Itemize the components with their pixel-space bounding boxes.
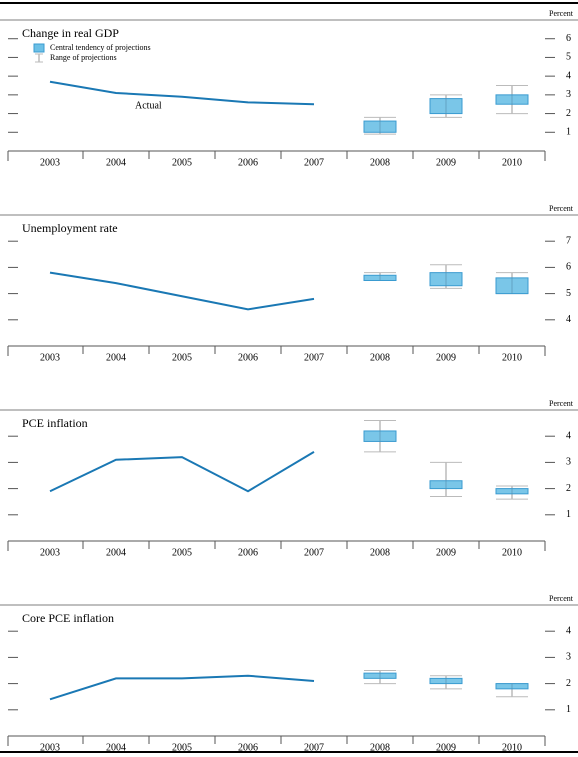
legend-label: Range of projections	[50, 53, 117, 62]
y-tick-label: 1	[566, 509, 571, 520]
x-tick-label: 2004	[106, 352, 126, 363]
panel-title: Unemployment rate	[22, 221, 118, 235]
x-tick-label: 2003	[40, 352, 60, 363]
x-tick-label: 2009	[436, 547, 456, 558]
y-tick-label: 2	[566, 108, 571, 119]
legend-label: Central tendency of projections	[50, 43, 151, 52]
x-tick-label: 2005	[172, 157, 192, 168]
y-tick-label: 1	[566, 704, 571, 715]
actual-line	[49, 271, 315, 311]
actual-line	[49, 80, 315, 106]
y-tick-label: 6	[566, 262, 571, 273]
y-tick-label: 3	[566, 457, 571, 468]
x-tick-label: 2004	[106, 742, 126, 753]
y-tick-label: 4	[566, 625, 571, 636]
x-tick-label: 2008	[370, 742, 390, 753]
annotation: Actual	[135, 100, 162, 111]
y-tick-label: 1	[566, 127, 571, 138]
x-tick-label: 2007	[304, 742, 324, 753]
y-tick-label: 4	[566, 70, 571, 81]
y-tick-label: 7	[566, 235, 571, 246]
x-tick-label: 2003	[40, 547, 60, 558]
y-tick-label: 5	[566, 52, 571, 63]
y-tick-label: 2	[566, 678, 571, 689]
x-tick-label: 2004	[106, 157, 126, 168]
y-axis-unit: Percent	[549, 9, 574, 18]
x-tick-label: 2009	[436, 352, 456, 363]
y-tick-label: 3	[566, 652, 571, 663]
panel-title: PCE inflation	[22, 416, 88, 430]
x-tick-label: 2005	[172, 352, 192, 363]
y-tick-label: 3	[566, 89, 571, 100]
y-tick-label: 6	[566, 33, 571, 44]
x-tick-label: 2006	[238, 352, 258, 363]
x-tick-label: 2008	[370, 157, 390, 168]
x-tick-label: 2007	[304, 352, 324, 363]
actual-line	[49, 674, 315, 701]
x-tick-label: 2008	[370, 352, 390, 363]
x-tick-label: 2005	[172, 547, 192, 558]
x-tick-label: 2010	[502, 157, 522, 168]
x-tick-label: 2006	[238, 157, 258, 168]
y-axis-unit: Percent	[549, 204, 574, 213]
x-tick-label: 2004	[106, 547, 126, 558]
panel-title: Change in real GDP	[22, 26, 119, 40]
actual-line	[49, 451, 315, 493]
x-tick-label: 2010	[502, 547, 522, 558]
y-tick-label: 4	[566, 314, 571, 325]
x-tick-label: 2006	[238, 742, 258, 753]
x-tick-label: 2009	[436, 157, 456, 168]
y-tick-label: 5	[566, 288, 571, 299]
panel-title: Core PCE inflation	[22, 611, 114, 625]
x-tick-label: 2010	[502, 742, 522, 753]
x-tick-label: 2010	[502, 352, 522, 363]
x-tick-label: 2005	[172, 742, 192, 753]
x-tick-label: 2007	[304, 157, 324, 168]
legend-swatch	[33, 43, 45, 53]
x-tick-label: 2003	[40, 157, 60, 168]
x-tick-label: 2007	[304, 547, 324, 558]
y-axis-unit: Percent	[549, 594, 574, 603]
x-tick-label: 2003	[40, 742, 60, 753]
x-tick-label: 2009	[436, 742, 456, 753]
x-tick-label: 2008	[370, 547, 390, 558]
x-tick-label: 2006	[238, 547, 258, 558]
y-tick-label: 2	[566, 483, 571, 494]
y-axis-unit: Percent	[549, 399, 574, 408]
y-tick-label: 4	[566, 430, 571, 441]
